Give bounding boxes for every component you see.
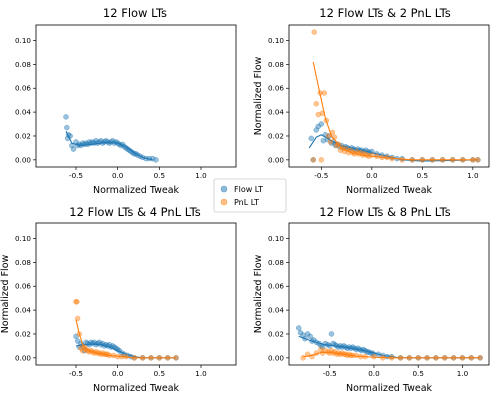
- panel-3-ytick-label: 0.00: [15, 353, 31, 362]
- panel-3-ytick-label: 0.08: [15, 258, 31, 267]
- panel-4-xtick-label: -0.5: [323, 369, 337, 378]
- panel-2-pnl-point: [313, 101, 320, 107]
- panel-3-ytick-label: 0.10: [15, 234, 31, 243]
- panel-4-plot: -0.5 0.0 0.5 1.0 0.00 0.02 0.04 0.06 0.08 0.10: [268, 234, 483, 378]
- panel-4-xtick-label: 0.0: [368, 369, 380, 378]
- panel-4-xtick-label: 0.5: [412, 369, 423, 378]
- panel-4-ytick-label: 0.00: [268, 353, 284, 362]
- panel-3-ytick-label: 0.02: [15, 329, 31, 338]
- panel-1-ytick-label: 0.10: [15, 36, 31, 45]
- panel-1-xtick-label: -0.5: [69, 171, 83, 180]
- panel-1-xlabel: Normalized Tweak: [93, 185, 180, 196]
- panel-2-pnl-point: [310, 157, 316, 163]
- panel-3-pnl-fit-line: [75, 319, 176, 359]
- panel-2-pnl-point: [318, 157, 325, 163]
- panel-1-ytick-label: 0.02: [15, 131, 31, 140]
- panel-4-ytick-label: 0.06: [268, 282, 284, 291]
- panel-3-title: 12 Flow LTs & 4 PnL LTs: [69, 205, 200, 219]
- panel-1-ytick-label: 0.00: [15, 155, 31, 164]
- panel-2-xtick-label: -0.5: [314, 171, 328, 180]
- panel-2-ytick-label: 0.10: [268, 36, 284, 45]
- panel-3-xtick-label: 0.0: [112, 369, 124, 378]
- panel-1-xtick-label: 0.5: [154, 171, 165, 180]
- panel-4-flow-point: [307, 333, 313, 340]
- panel-3-ytick-label: 0.06: [15, 282, 31, 291]
- panel-2-ylabel: Normalized Flow: [253, 56, 264, 135]
- panel-2-xtick-label: 0.0: [366, 171, 378, 180]
- panel-2-xlabel: Normalized Tweak: [346, 185, 433, 196]
- panel-4-ytick-label: 0.02: [268, 329, 284, 338]
- panel-1-xtick-label: 0.0: [112, 171, 124, 180]
- legend-label-pnl: PnL LT: [234, 198, 259, 207]
- panel-4-flow-point: [328, 331, 335, 337]
- panel-2-frame: [288, 24, 490, 168]
- panel-2-xtick-label: 0.5: [417, 171, 428, 180]
- panel-4-xtick-label: 1.0: [457, 369, 469, 378]
- panel-1-frame: [35, 24, 237, 168]
- panel-2-ytick-label: 0.04: [268, 108, 284, 117]
- panel-2-ytick-label: 0.00: [268, 155, 284, 164]
- panel-4-ytick-label: 0.10: [268, 234, 284, 243]
- panel-2-pnl-point: [399, 157, 405, 163]
- panel-2-plot: -0.5 0.0 0.5 1.0 0.00 0.02 0.04 0.06 0.08 0.10: [268, 29, 481, 180]
- panel-1-ytick-label: 0.06: [15, 84, 31, 93]
- legend-marker-flow: [220, 185, 228, 193]
- panel-4-flow-fit-line: [298, 335, 481, 359]
- panel-3-xtick-label: -0.5: [69, 369, 83, 378]
- legend-marker-pnl: [220, 198, 228, 206]
- panel-1-flow-fit-line: [65, 130, 153, 161]
- panel-1-flow-point: [70, 146, 77, 152]
- panel-1: 12 Flow LTs -0.5 0.0 0.5 1.0 0.00 0.02 0.04 0.0…: [15, 6, 237, 196]
- legend-label-flow: Flow LT: [234, 185, 263, 194]
- panel-2-xtick-label: 1.0: [467, 171, 479, 180]
- panel-4-ylabel: Normalized Flow: [253, 254, 264, 333]
- panel-3-ytick-label: 0.04: [15, 306, 31, 315]
- panel-3-plot: -0.5 0.0 0.5 1.0 0.00 0.02 0.04 0.06 0.08 0.10: [15, 234, 207, 378]
- panel-4-title: 12 Flow LTs & 8 PnL LTs: [319, 205, 450, 219]
- panel-1-title: 12 Flow LTs: [103, 6, 167, 20]
- panel-2-flow-point: [308, 135, 314, 142]
- panel-1-flow-point: [63, 114, 69, 120]
- legend-box: [213, 178, 287, 213]
- panel-2-title: 12 Flow LTs & 2 PnL LTs: [319, 6, 450, 20]
- panel-3-xtick-label: 1.0: [195, 369, 207, 378]
- panel-3-pnl-point: [74, 299, 80, 305]
- panel-1-xtick-label: 1.0: [195, 171, 207, 180]
- panel-1-flow-point: [153, 157, 159, 163]
- panel-3-frame: [35, 222, 237, 366]
- panel-4-xlabel: Normalized Tweak: [346, 383, 433, 394]
- panel-1-flow-point: [64, 124, 70, 131]
- panel-2-pnl-point: [315, 111, 322, 118]
- panel-4: 12 Flow LTs & 8 PnL LTs -0.5 0.0 0.5 1.0 0.0…: [253, 205, 490, 394]
- panel-4-ytick-label: 0.04: [268, 306, 284, 315]
- legend: Flow LT PnL LT: [213, 178, 287, 213]
- panel-4-frame: [288, 222, 490, 366]
- panel-3-ylabel: Normalized Flow: [0, 254, 11, 333]
- panel-2-ytick-label: 0.06: [268, 84, 284, 93]
- panel-2-flow-point: [318, 121, 325, 127]
- panel-1-plot: -0.5 0.0 0.5 1.0 0.00 0.02 0.04 0.06 0.08 0.10: [15, 36, 207, 180]
- panel-3-flow-fit-line: [75, 343, 176, 359]
- panel-2-flow-point: [320, 138, 327, 144]
- panel-4-flow-point: [295, 325, 302, 331]
- panel-4-ytick-label: 0.08: [268, 258, 284, 267]
- panel-4-pnl-fit-line: [303, 351, 481, 359]
- panel-1-ytick-label: 0.04: [15, 108, 31, 117]
- panel-2-pnl-point: [311, 29, 317, 35]
- panel-3-xlabel: Normalized Tweak: [93, 383, 180, 394]
- panel-2-pnl-point: [327, 139, 334, 145]
- panel-2: 12 Flow LTs & 2 PnL LTs -0.5 0.0 0.5 1.0 0.0…: [253, 6, 490, 196]
- panel-2-pnl-fit-line: [312, 61, 478, 161]
- panel-3: 12 Flow LTs & 4 PnL LTs -0.5 0.0 0.5 1.0 0.0…: [0, 205, 237, 394]
- panel-2-ytick-label: 0.02: [268, 131, 284, 140]
- panel-2-pnl-point: [325, 133, 332, 139]
- panel-2-ytick-label: 0.08: [268, 60, 284, 69]
- panel-1-ytick-label: 0.08: [15, 60, 31, 69]
- panel-2-pnl-point: [321, 90, 328, 96]
- panel-3-xtick-label: 0.5: [154, 369, 165, 378]
